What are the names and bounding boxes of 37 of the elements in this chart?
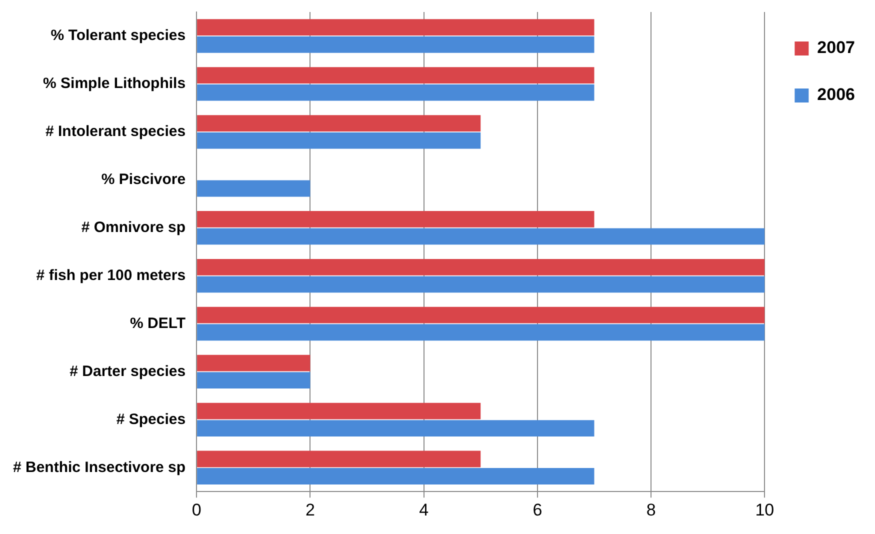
- bar: [197, 372, 310, 389]
- bar: [197, 450, 481, 468]
- x-tick-label: 2: [305, 500, 315, 520]
- x-tick-label: 0: [192, 500, 202, 520]
- y-tick-label: # Species: [116, 410, 186, 428]
- y-tick-label: # Darter species: [70, 362, 186, 380]
- bar: [197, 354, 310, 372]
- y-tick-label: # Intolerant species: [45, 123, 186, 140]
- bar: [197, 180, 310, 197]
- legend-label: 2007: [817, 38, 856, 58]
- bar: [197, 210, 594, 228]
- bar: [197, 132, 481, 149]
- y-tick-label: % DELT: [130, 314, 186, 332]
- bar: [197, 258, 765, 276]
- bar: [197, 420, 594, 436]
- bar: [197, 19, 594, 36]
- x-tick-label: 8: [646, 500, 656, 520]
- y-tick-label: % Tolerant species: [50, 27, 186, 44]
- x-tick-label: 4: [419, 500, 429, 520]
- bar: [197, 228, 765, 245]
- y-tick-label: # Benthic Insectivore sp: [12, 458, 186, 476]
- x-tick-label: 10: [755, 500, 774, 520]
- bar: [197, 306, 765, 324]
- y-tick-label: # Omnivore sp: [81, 218, 186, 236]
- y-tick-label: % Simple Lithophils: [43, 75, 186, 92]
- y-tick-label: # fish per 100 meters: [36, 266, 186, 284]
- bar: [197, 67, 594, 84]
- bar: [197, 36, 594, 53]
- bar: [197, 276, 765, 293]
- y-tick-label: % Piscivore: [101, 171, 186, 188]
- bar: [197, 468, 594, 484]
- legend-label: 2006: [817, 85, 856, 104]
- bar: [197, 115, 481, 132]
- bar: [197, 324, 765, 341]
- bar: [197, 84, 594, 101]
- bar: [197, 402, 481, 420]
- x-tick-label: 6: [532, 500, 542, 520]
